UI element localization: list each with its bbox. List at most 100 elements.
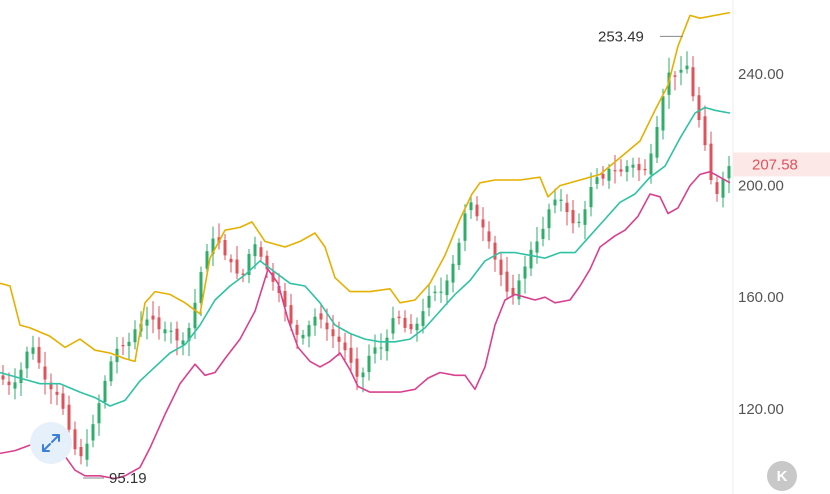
candle-body xyxy=(487,231,491,242)
candle-body xyxy=(37,346,41,363)
candle-body xyxy=(469,202,473,211)
candle-body xyxy=(565,202,569,213)
candle-body xyxy=(385,337,389,352)
candle-body xyxy=(379,347,383,349)
candle-body xyxy=(187,327,191,341)
candle-body xyxy=(61,393,65,409)
candle-body xyxy=(553,199,557,206)
candle-body xyxy=(1,375,5,380)
candle-body xyxy=(145,319,149,326)
candle-body xyxy=(547,209,551,229)
current-price-label: 207.58 xyxy=(752,156,798,173)
candle-body xyxy=(151,315,155,320)
candle-body xyxy=(607,168,611,181)
candle-body xyxy=(619,169,623,172)
candle-body xyxy=(127,341,131,347)
candle-body xyxy=(709,143,713,181)
current-price-tag xyxy=(733,152,830,177)
candle-body xyxy=(265,255,269,270)
annotation-layer: 253.49 95.19 xyxy=(83,28,683,487)
candle-body xyxy=(427,295,431,308)
candle-body xyxy=(91,424,95,441)
candle-body xyxy=(397,316,401,319)
candle-body xyxy=(463,213,467,241)
candle-body xyxy=(295,324,299,335)
candle-body xyxy=(625,166,629,172)
candle-body xyxy=(493,242,497,260)
candle-body xyxy=(535,241,539,253)
bands-layer xyxy=(0,11,731,480)
y-tick-label: 240.00 xyxy=(738,66,784,83)
candle-body xyxy=(349,347,353,363)
candle-body xyxy=(289,305,293,324)
candle-body xyxy=(655,127,659,158)
candle-body xyxy=(391,318,395,334)
candle-body xyxy=(595,177,599,184)
candle-body xyxy=(403,317,407,328)
candle-body xyxy=(49,382,53,390)
candle-body xyxy=(523,266,527,279)
middle-band-line xyxy=(0,106,731,407)
candle-body xyxy=(157,317,161,330)
candle-body xyxy=(229,258,233,263)
candle-body xyxy=(193,302,197,329)
candle-body xyxy=(283,291,287,307)
candle-body xyxy=(235,259,239,274)
candle-body xyxy=(259,247,263,257)
y-tick-label: 120.00 xyxy=(738,401,784,418)
candle-body xyxy=(649,153,653,175)
candle-body xyxy=(637,164,641,171)
candle-body xyxy=(313,316,317,326)
candle-body xyxy=(571,210,575,224)
candle-body xyxy=(163,329,167,334)
candle-body xyxy=(19,369,23,384)
candle-body xyxy=(121,345,125,347)
candle-body xyxy=(721,178,725,198)
candle-body xyxy=(253,244,257,257)
candle-body xyxy=(703,116,707,146)
candle-body xyxy=(445,280,449,296)
candle-body xyxy=(457,242,461,266)
candle-body xyxy=(559,199,563,201)
candle-body xyxy=(661,96,665,131)
candle-body xyxy=(415,323,419,331)
candle-body xyxy=(691,67,695,97)
candle-body xyxy=(55,391,59,395)
candle-body xyxy=(355,358,359,377)
candle-body xyxy=(13,382,17,389)
candle-body xyxy=(73,429,77,450)
candle-body xyxy=(31,347,35,354)
candle-body xyxy=(367,355,371,373)
candle-body xyxy=(325,322,329,330)
candle-body xyxy=(631,164,635,168)
candle-body xyxy=(199,272,203,304)
candle-body xyxy=(409,324,413,330)
candle-body xyxy=(679,69,683,73)
candle-body xyxy=(433,291,437,294)
candle-body xyxy=(685,65,689,70)
y-tick-label: 160.00 xyxy=(738,289,784,306)
expand-button[interactable] xyxy=(30,422,72,464)
candle-body xyxy=(169,330,173,332)
candle-body xyxy=(673,75,677,77)
candle-body xyxy=(505,271,509,292)
logo-letter: K xyxy=(776,467,788,485)
logo-badge[interactable]: K xyxy=(767,461,797,491)
candle-body xyxy=(109,361,113,382)
lower-band-line xyxy=(0,170,731,480)
candle-body xyxy=(337,336,341,342)
candle-body xyxy=(511,287,515,296)
candle-body xyxy=(583,209,587,225)
candle-body xyxy=(517,280,521,300)
candles-layer xyxy=(1,51,731,467)
candle-body xyxy=(43,366,47,380)
candle-body xyxy=(577,221,581,224)
candle-body xyxy=(331,329,335,337)
candle-body xyxy=(211,238,215,255)
candle-body xyxy=(319,313,323,320)
candle-body xyxy=(439,291,443,293)
candle-body xyxy=(589,186,593,208)
candle-body xyxy=(85,443,89,460)
